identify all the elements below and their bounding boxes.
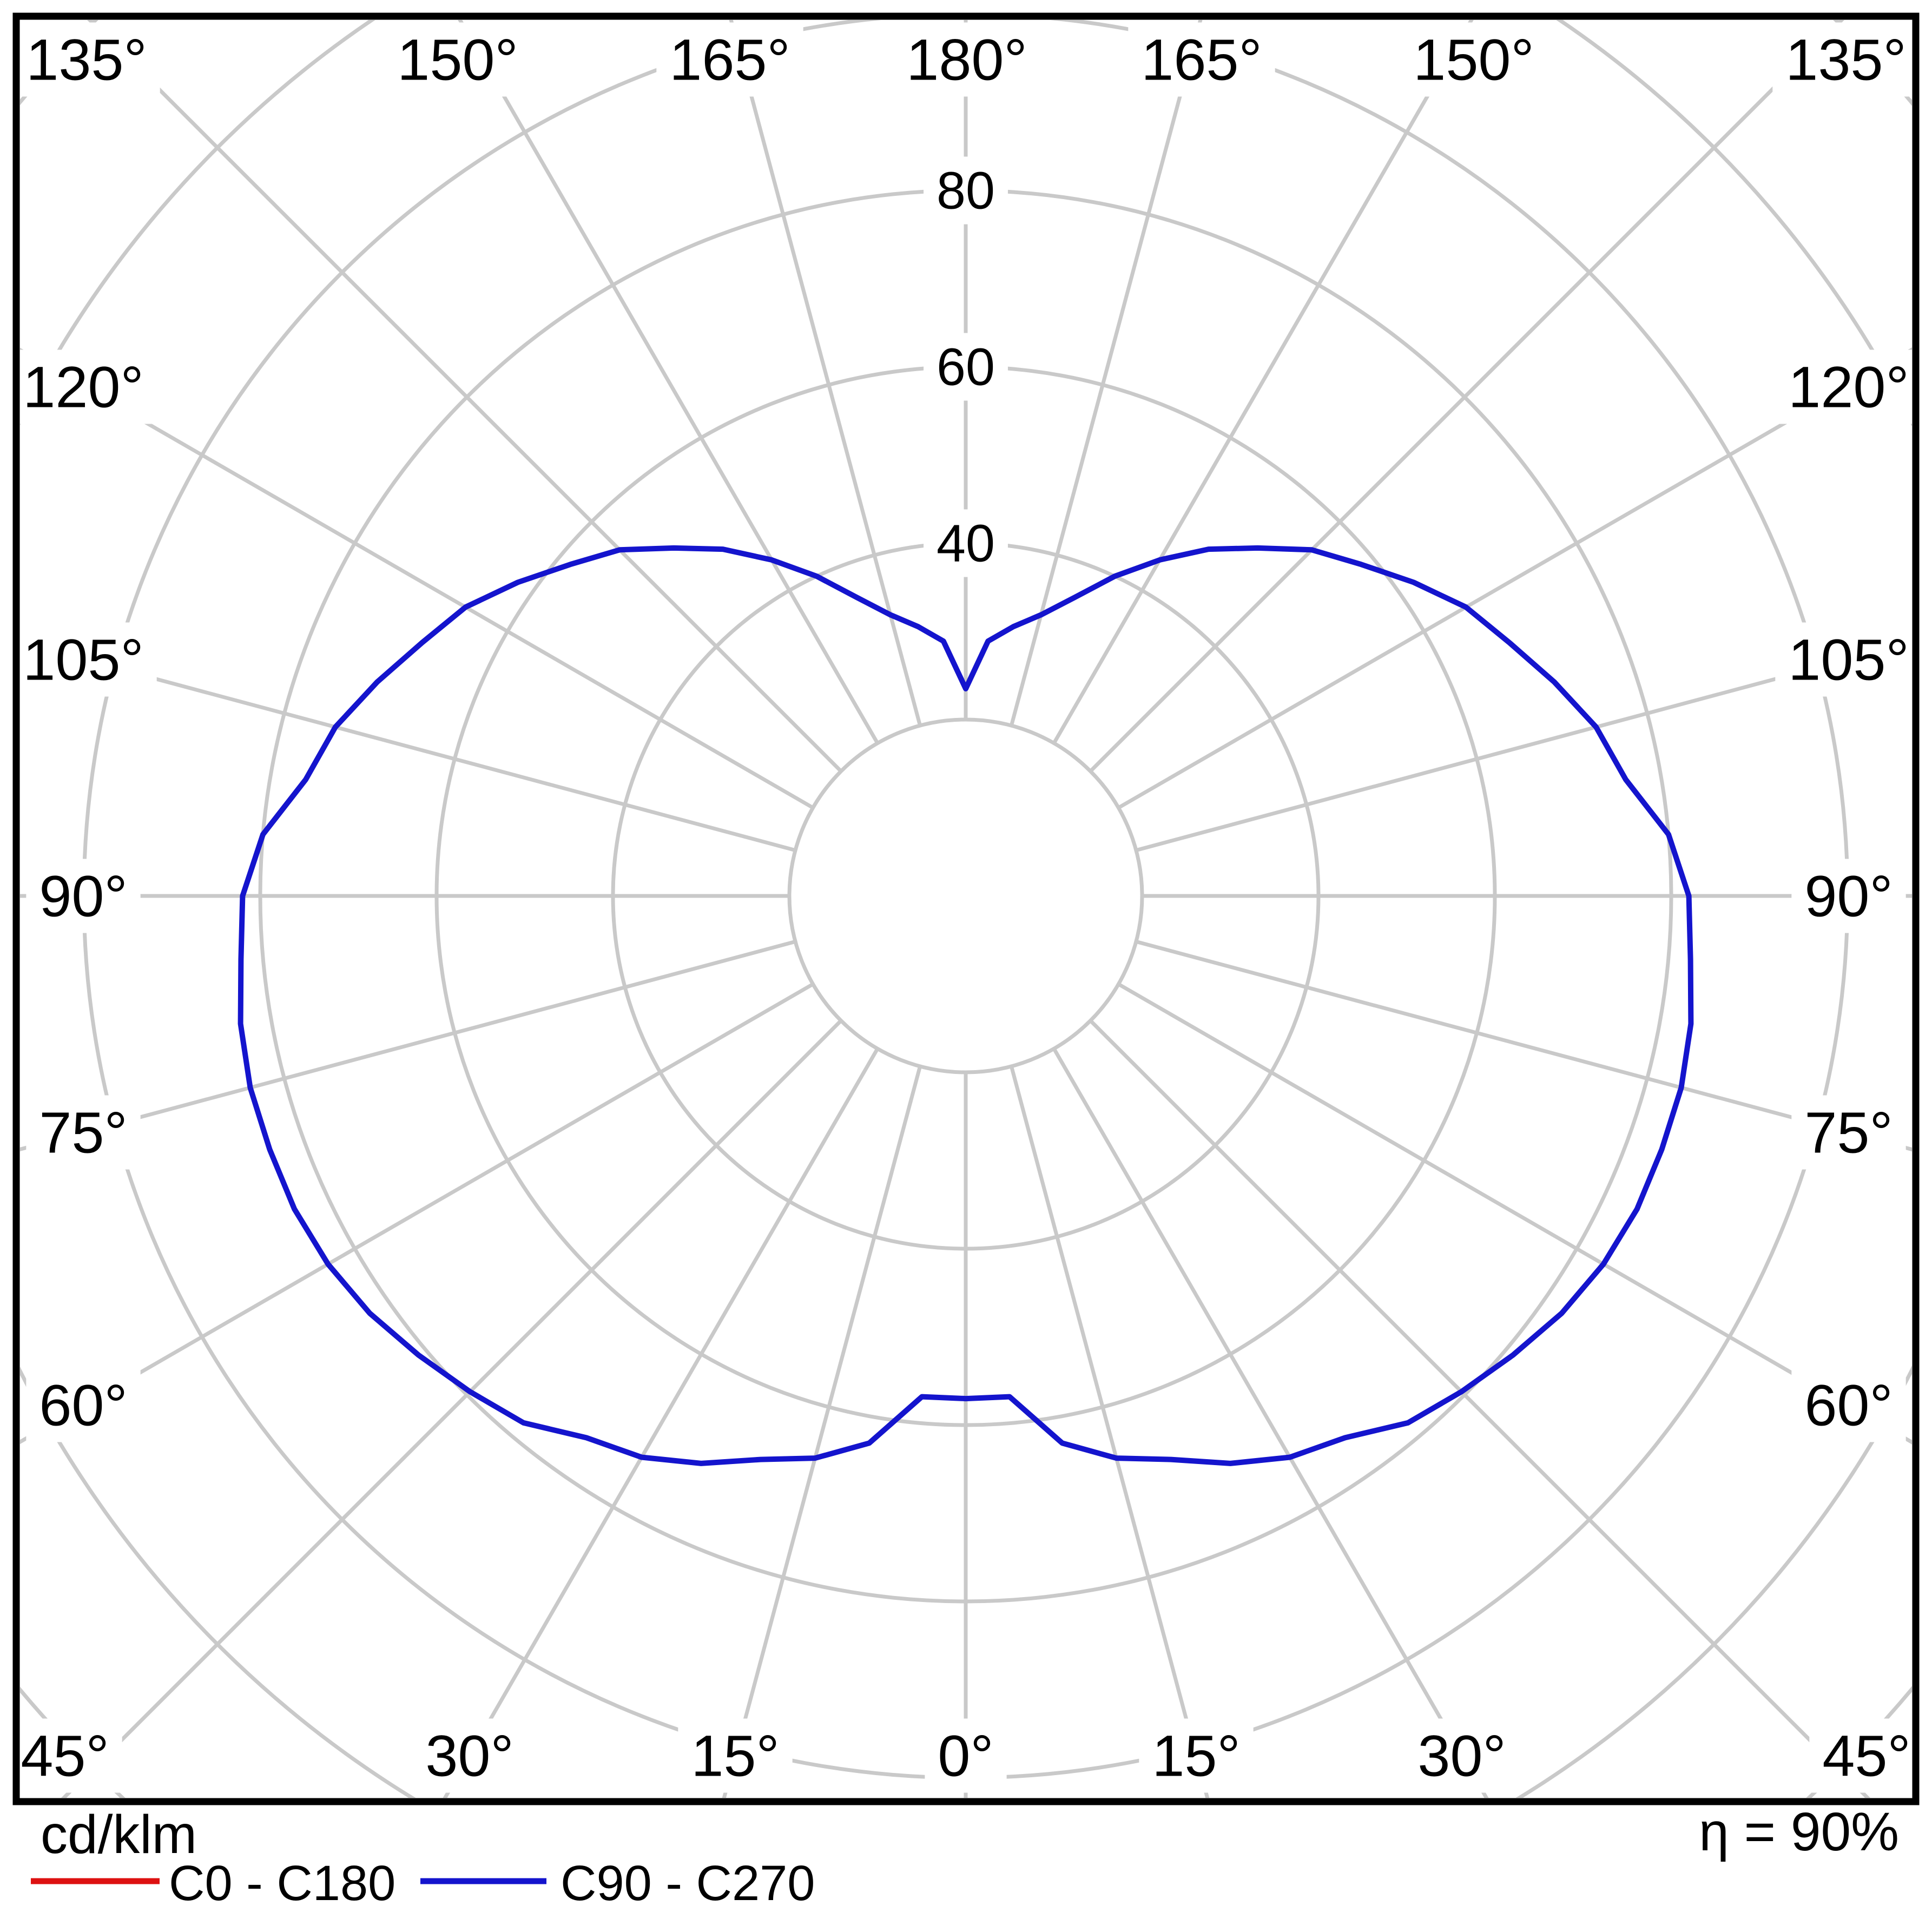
label-mask <box>1139 1718 1254 1793</box>
angle-label-left-2: 90° <box>39 863 127 929</box>
grid-spoke-345 <box>1135 640 1912 852</box>
angle-label-right-1: 105° <box>1788 627 1909 693</box>
angle-label-bottom-5: 30° <box>1417 1723 1506 1789</box>
grid-spoke-210 <box>20 347 814 810</box>
angle-label-top-3: 180° <box>906 27 1027 93</box>
axis-labels: 135° 150° 165° 180° 165° 150° 135° 45° 30° 15° 0° 1… <box>8 22 1924 1793</box>
radial-tick-label-2: 80 <box>937 161 995 220</box>
radial-tick-label-0: 40 <box>937 514 995 573</box>
angle-label-bottom-4: 15° <box>1152 1723 1240 1789</box>
grid-spoke-75 <box>1010 1065 1210 1798</box>
angle-label-top-2: 165° <box>669 27 790 93</box>
angle-label-bottom-2: 15° <box>691 1723 779 1789</box>
label-mask <box>1128 22 1275 97</box>
curve-C90-C270 <box>238 545 1694 1466</box>
grid-spoke-105 <box>722 1065 922 1798</box>
label-mask <box>893 22 1040 97</box>
grid-spoke-150 <box>20 982 814 1445</box>
label-mask <box>1775 350 1922 424</box>
label-mask <box>1772 22 1920 97</box>
label-mask <box>1791 859 1906 933</box>
grid-spoke-15 <box>1135 940 1912 1152</box>
label-mask <box>925 1718 1007 1793</box>
label-mask <box>924 333 1008 401</box>
grid-spoke-240 <box>458 20 880 744</box>
label-mask <box>678 1718 793 1793</box>
angle-label-top-4: 165° <box>1141 27 1262 93</box>
grid-spoke-285 <box>1010 20 1203 727</box>
grid-spoke-60 <box>1052 1047 1489 1798</box>
angle-label-top-1: 150° <box>397 27 518 93</box>
legend: cd/klm C0 - C180 C90 - C270 η = 90% <box>31 1802 1899 1911</box>
angle-label-top-6: 135° <box>1785 27 1906 93</box>
label-mask <box>26 859 141 933</box>
label-mask <box>412 1718 527 1793</box>
label-mask <box>13 22 160 97</box>
label-mask <box>1400 22 1547 97</box>
angle-label-bottom-6: 45° <box>1822 1723 1910 1789</box>
label-mask <box>10 350 157 424</box>
angle-label-top-0: 135° <box>26 27 147 93</box>
angle-label-bottom-1: 30° <box>425 1723 513 1789</box>
label-mask <box>8 1718 122 1793</box>
label-mask <box>1809 1718 1924 1793</box>
grid-spoke-300 <box>1052 20 1474 744</box>
intensity-curves <box>238 545 1694 1466</box>
angle-label-left-4: 60° <box>39 1373 127 1438</box>
grid-spoke-120 <box>443 1047 880 1798</box>
label-mask <box>656 22 803 97</box>
grid-spoke-135 <box>61 1019 842 1798</box>
label-mask <box>1775 622 1922 697</box>
efficiency-label: η = 90% <box>1699 1802 1899 1862</box>
angle-label-bottom-0: 45° <box>21 1723 109 1789</box>
angle-label-left-0: 120° <box>23 354 143 420</box>
angle-label-right-3: 75° <box>1804 1100 1893 1165</box>
angle-label-bottom-3: 0° <box>938 1723 993 1789</box>
angle-label-left-1: 105° <box>23 627 143 693</box>
label-mask <box>1405 1718 1519 1793</box>
legend-label-c90: C90 - C270 <box>561 1856 815 1911</box>
angle-label-right-0: 120° <box>1788 354 1909 420</box>
angle-label-top-5: 150° <box>1413 27 1534 93</box>
label-mask <box>1791 1368 1906 1442</box>
legend-label-c0: C0 - C180 <box>169 1856 395 1911</box>
plot-border <box>12 12 1920 1805</box>
label-mask <box>384 22 531 97</box>
grid-spoke-45 <box>1089 1019 1870 1798</box>
grid-spoke-195 <box>20 641 796 852</box>
label-mask <box>10 622 157 697</box>
label-mask <box>1791 1095 1906 1170</box>
grid-spoke-255 <box>729 20 922 727</box>
grid-spoke-30 <box>1117 982 1912 1445</box>
label-mask <box>924 156 1008 225</box>
grid-spoke-165 <box>20 940 796 1151</box>
angle-label-right-4: 60° <box>1804 1373 1893 1438</box>
grid-spoke-330 <box>1117 347 1912 810</box>
radial-tick-label-1: 60 <box>937 338 995 397</box>
angle-label-right-2: 90° <box>1804 863 1893 929</box>
unit-label: cd/klm <box>41 1804 197 1865</box>
label-mask <box>26 1368 141 1442</box>
label-mask <box>924 509 1008 577</box>
label-mask <box>26 1095 141 1170</box>
angle-label-left-3: 75° <box>39 1100 127 1165</box>
